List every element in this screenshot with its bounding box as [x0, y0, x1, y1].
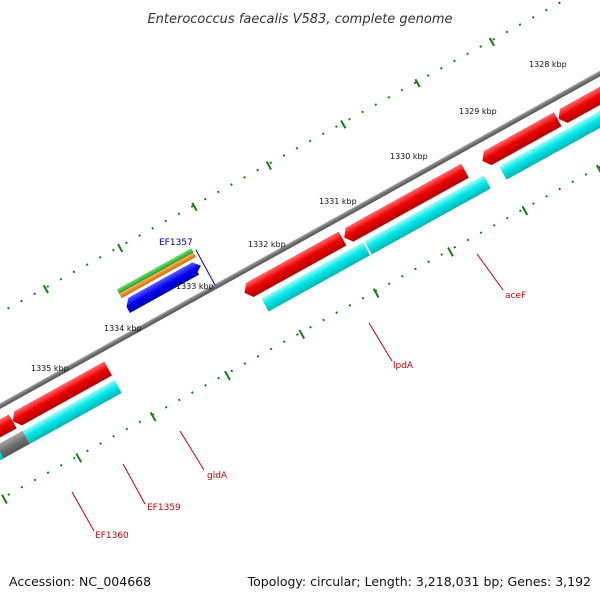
- cds-block[interactable]: [22, 379, 122, 444]
- major-tick: [191, 202, 198, 212]
- label-acef[interactable]: aceF: [505, 291, 526, 301]
- major-tick: [298, 329, 306, 340]
- major-tick: [340, 119, 347, 129]
- tick-label: 1329 kbp: [459, 107, 497, 116]
- gene-arrow-red[interactable]: [555, 58, 600, 126]
- tick-label: 1335 kbp: [31, 364, 69, 373]
- leader-line-ef1359: [122, 463, 146, 505]
- leader-line-lpda: [368, 322, 393, 362]
- gene-labels: EF1357 aceF lpdA gldA EF1359 EF1360: [71, 238, 526, 541]
- tick-labels: 1328 kbp 1329 kbp 1330 kbp 1331 kbp 1332…: [31, 60, 567, 373]
- major-tick: [521, 205, 529, 216]
- gene-arrow-red[interactable]: [241, 231, 347, 300]
- major-tick: [149, 411, 157, 422]
- major-tick: [595, 164, 600, 175]
- major-tick: [372, 288, 380, 298]
- map-title: Enterococcus faecalis V583, complete gen…: [147, 12, 452, 27]
- major-tick: [488, 37, 495, 47]
- feature-bar-orange[interactable]: [119, 252, 197, 299]
- tick-label: 1331 kbp: [319, 197, 357, 206]
- ef1357-feature[interactable]: [116, 248, 204, 313]
- accession-text: Accession: NC_004668: [9, 574, 152, 589]
- genome-backbone: [0, 45, 600, 477]
- label-ef1357[interactable]: EF1357: [159, 238, 193, 248]
- major-tick: [42, 284, 49, 294]
- tick-label: 1334 kbp: [104, 324, 142, 333]
- cds-block[interactable]: [261, 242, 371, 312]
- gene-arrow-red[interactable]: [0, 414, 17, 445]
- leader-line-ef1357: [195, 249, 216, 286]
- major-tick: [447, 247, 454, 257]
- leader-line-glda: [179, 430, 205, 471]
- major-ticks: [1, 37, 600, 504]
- tick-label: 1330 kbp: [390, 152, 428, 161]
- label-lpda[interactable]: lpdA: [393, 361, 414, 371]
- tick-label: 1332 kbp: [248, 240, 286, 249]
- gene-arrow-red[interactable]: [340, 163, 469, 245]
- major-tick: [75, 453, 83, 463]
- major-tick: [414, 78, 421, 88]
- major-tick: [117, 243, 124, 253]
- track-group: [0, 0, 600, 547]
- tick-label: 1333 kbp: [176, 282, 214, 291]
- gene-arrow-red[interactable]: [479, 112, 562, 168]
- major-tick: [265, 161, 272, 171]
- label-ef1360[interactable]: EF1360: [95, 531, 129, 541]
- cds-track: [0, 76, 600, 499]
- cds-block[interactable]: [364, 175, 491, 255]
- tick-label: 1328 kbp: [529, 60, 567, 69]
- major-tick: [224, 370, 231, 381]
- major-tick: [1, 494, 8, 504]
- cds-block[interactable]: [499, 76, 600, 180]
- cds-block-gray[interactable]: [0, 430, 30, 459]
- feature-bar-blue[interactable]: [123, 260, 204, 313]
- tick-ring-outer: [0, 0, 600, 405]
- leader-line-ef1360: [71, 491, 95, 532]
- feature-bar-green[interactable]: [116, 248, 194, 294]
- forward-strand-genes: [0, 58, 600, 445]
- label-glda[interactable]: gldA: [207, 471, 228, 481]
- gene-arrow-red[interactable]: [9, 361, 112, 428]
- label-ef1359[interactable]: EF1359: [147, 503, 181, 513]
- topology-text: Topology: circular; Length: 3,218,031 bp…: [247, 574, 591, 589]
- leader-line-acef: [476, 253, 504, 291]
- tick-row-outer: [0, 0, 600, 405]
